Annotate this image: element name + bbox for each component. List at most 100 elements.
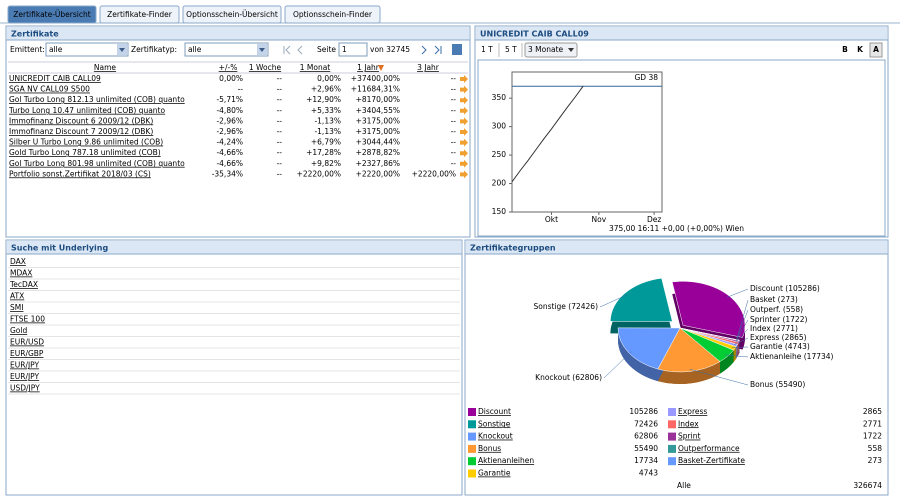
underlying-link[interactable]: EUR/USD [10, 338, 44, 347]
column-header[interactable]: +/-% [219, 63, 238, 72]
certificate-name[interactable]: UNICREDIT CAIB CALL09 [9, 74, 101, 83]
detail-arrow[interactable] [460, 85, 468, 94]
legend-name[interactable]: Sprint [678, 432, 700, 441]
pie-slice [610, 277, 673, 322]
tab-label[interactable]: Optionsschein-Finder [293, 10, 373, 19]
period-select[interactable] [524, 42, 578, 58]
legend-name[interactable]: Garantie [478, 469, 511, 478]
page-value[interactable]: 1 [342, 45, 347, 54]
underlying-link[interactable]: EUR/JPY [10, 372, 40, 381]
certificate-name[interactable]: Turbo Long 10.47 unlimited (COB) quanto [8, 106, 165, 115]
legend-name[interactable]: Express [678, 407, 707, 416]
underlying-link[interactable]: MDAX [10, 269, 32, 278]
underlying-link[interactable]: EUR/GBP [10, 349, 44, 358]
performance-cell: -- [451, 127, 457, 136]
page-input[interactable] [338, 42, 368, 57]
legend-name[interactable]: Outperformance [678, 444, 740, 453]
certificate-name[interactable]: Gol Turbo Long 801.98 unlimited (COB) qu… [9, 159, 185, 168]
detail-arrow[interactable] [460, 159, 468, 168]
underlying-link[interactable]: Gold [10, 326, 27, 335]
detail-arrow[interactable] [460, 96, 468, 105]
chart-type-button[interactable]: B [842, 45, 848, 54]
select-value[interactable]: alle [49, 45, 63, 54]
chart-type-button[interactable]: K [857, 45, 864, 54]
underlying-link[interactable]: DAX [10, 257, 26, 266]
performance-cell: +2,96% [311, 85, 341, 94]
performance-cell: -- [451, 95, 457, 104]
legend-name[interactable]: Discount [478, 407, 511, 416]
detail-arrow[interactable] [460, 149, 468, 158]
legend-value: 17734 [634, 456, 658, 465]
certificate-name[interactable]: SGA NV CALL09 S500 [9, 85, 90, 94]
tab-label[interactable]: Optionsschein-Übersicht [186, 10, 278, 19]
certificate-name[interactable]: Gold Turbo Long 787.18 unlimited (COB) [9, 148, 161, 157]
pager-button[interactable] [434, 45, 442, 55]
underlying-link[interactable]: USD/JPY [10, 384, 40, 393]
underlying-link[interactable]: ATX [10, 292, 24, 301]
detail-arrow[interactable] [460, 170, 468, 179]
performance-cell: -- [277, 159, 283, 168]
certificate-name[interactable]: Immofinanz Discount 6 2009/12 (DBK) [9, 116, 153, 125]
tab-label[interactable]: Zertifikate-Finder [107, 10, 173, 19]
pager-button[interactable] [297, 45, 303, 55]
period-button[interactable]: 1 T [481, 45, 493, 54]
chart-type-button[interactable]: A [873, 45, 879, 54]
x-tick-label: Dez [647, 215, 661, 224]
column-header[interactable]: 1 Jahr [357, 63, 380, 72]
performance-cell: -1,13% [314, 116, 341, 125]
column-header[interactable]: 3 Jahr [417, 63, 440, 72]
column-header[interactable]: Name [94, 63, 117, 72]
underlying-link[interactable]: SMI [10, 303, 23, 312]
detail-arrow[interactable] [460, 75, 468, 83]
type-select[interactable] [184, 42, 269, 57]
refresh-button[interactable] [452, 44, 462, 55]
emittent-select[interactable] [45, 42, 129, 57]
tab[interactable] [99, 5, 180, 24]
column-header[interactable]: 1 Woche [249, 63, 282, 72]
leader-line [735, 328, 749, 343]
tab[interactable] [7, 5, 97, 24]
period-select-value[interactable]: 3 Monate [528, 45, 564, 54]
performance-cell: -- [277, 85, 283, 94]
select-value[interactable]: alle [188, 45, 202, 54]
detail-arrow[interactable] [460, 128, 468, 136]
certificate-name[interactable]: Gol Turbo Long 812.13 unlimited (COB) qu… [9, 95, 185, 104]
performance-cell: +3404,55% [356, 106, 400, 115]
performance-cell: -- [451, 106, 457, 115]
tab-label[interactable]: Zertifikate-Übersicht [13, 10, 90, 19]
underlying-link[interactable]: EUR/JPY [10, 361, 40, 370]
legend-value: 2771 [863, 419, 882, 428]
leader-line [736, 309, 749, 341]
pager-button[interactable] [283, 45, 291, 55]
detail-arrow[interactable] [460, 106, 468, 115]
underlying-link[interactable]: TecDAX [9, 280, 38, 289]
pie-side [737, 342, 739, 357]
legend-name[interactable]: Knockout [478, 432, 513, 441]
legend-name[interactable]: Aktienanleihen [478, 456, 534, 465]
legend-value: 2865 [863, 407, 882, 416]
certificate-name[interactable]: Silber U Turbo Long 9.86 unlimited (COB) [9, 138, 163, 147]
detail-arrow[interactable] [460, 117, 468, 126]
period-button[interactable]: 5 T [505, 45, 517, 54]
performance-cell: -- [451, 159, 457, 168]
performance-cell: +11684,31% [351, 85, 400, 94]
pager-button[interactable] [421, 45, 427, 55]
certificate-name[interactable]: Immofinanz Discount 7 2009/12 (DBK) [9, 127, 153, 136]
performance-cell: -- [451, 85, 457, 94]
certificate-name[interactable]: Portfolio sonst.Zertifikat 2018/03 (CS) [9, 169, 151, 178]
performance-cell: +8170,00% [356, 95, 400, 104]
legend-name[interactable]: Bonus [478, 444, 501, 453]
tab[interactable] [182, 5, 282, 24]
column-header[interactable]: 1 Monat [300, 63, 331, 72]
legend-name[interactable]: Basket-Zertifikate [678, 456, 745, 465]
chart-type-box[interactable] [869, 42, 883, 58]
detail-arrow[interactable] [460, 138, 468, 147]
performance-cell: 0,00% [219, 74, 243, 83]
price-line [511, 85, 584, 183]
underlying-link[interactable]: FTSE 100 [10, 315, 45, 324]
legend-name[interactable]: Index [678, 419, 699, 428]
tab[interactable] [284, 5, 381, 24]
panel-title: Zertifikategruppen [470, 244, 556, 253]
legend-name[interactable]: Sonstige [478, 419, 511, 428]
